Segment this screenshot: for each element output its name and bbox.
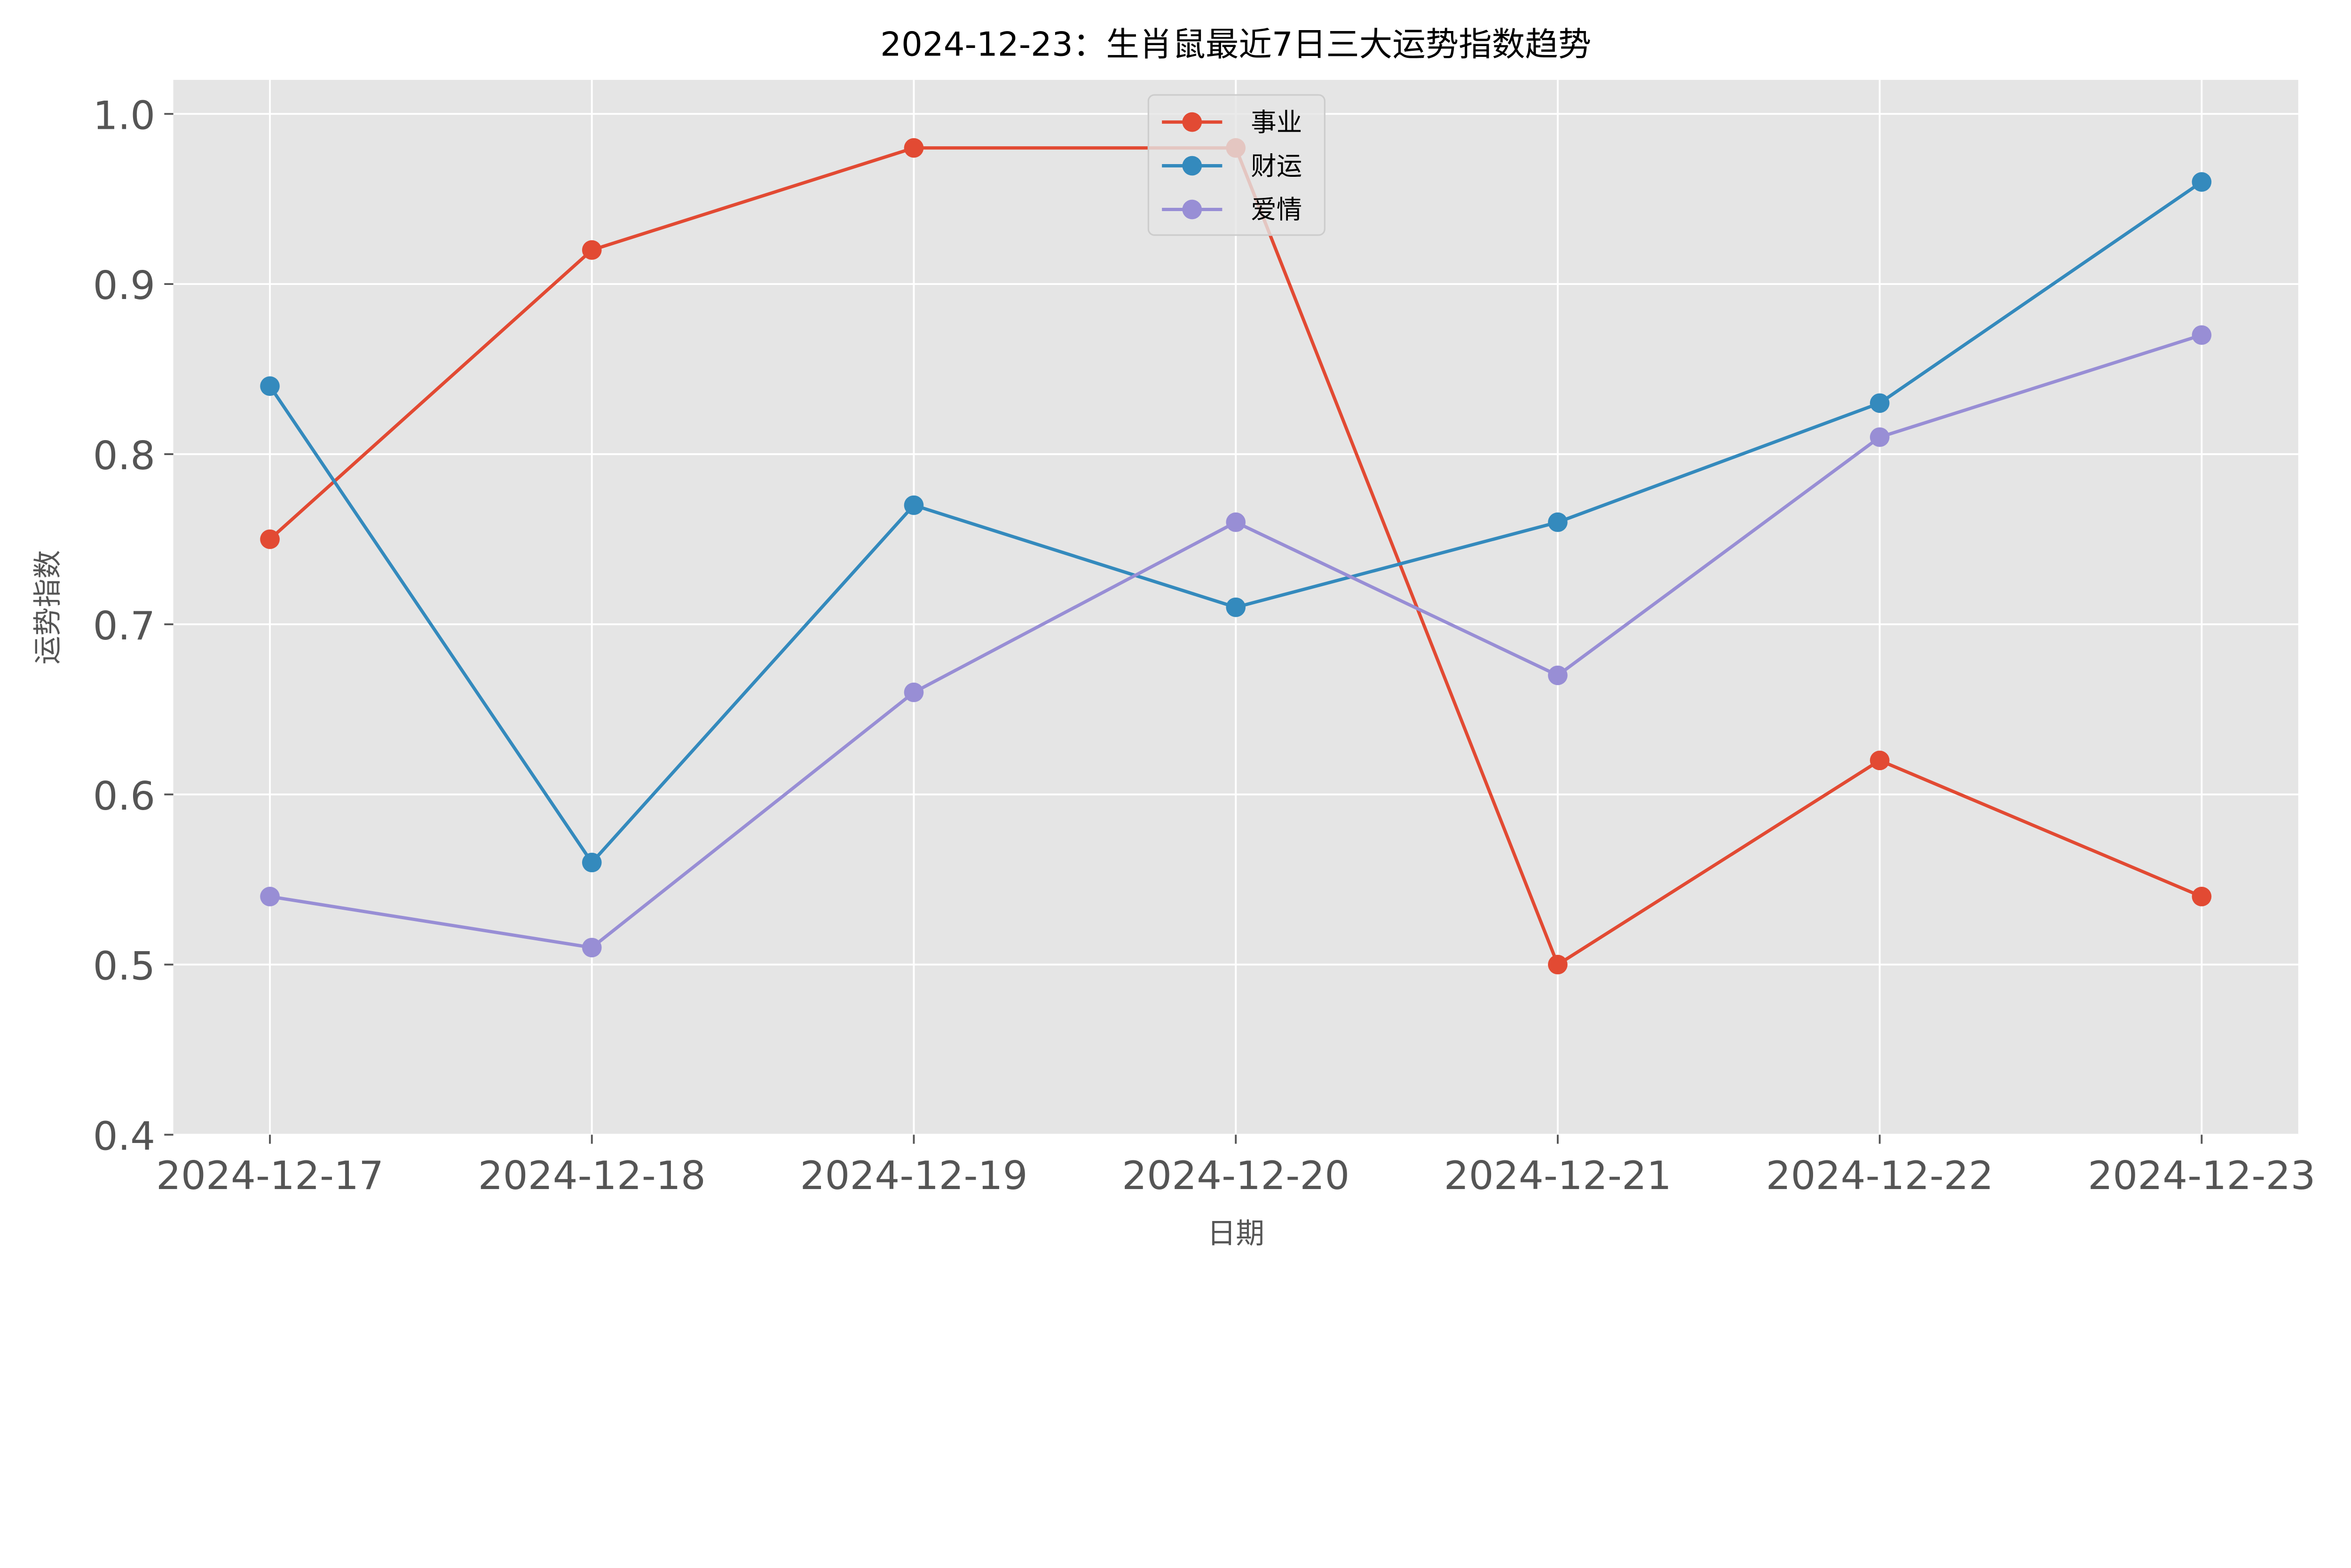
x-tick-label: 2024-12-17 (156, 1153, 384, 1198)
series-group (260, 138, 2212, 975)
data-point (582, 852, 602, 873)
data-point (260, 887, 280, 906)
data-point (1870, 393, 1890, 413)
data-point (2192, 887, 2212, 906)
data-point (1870, 750, 1890, 771)
x-tick-label: 2024-12-22 (1766, 1153, 1994, 1198)
data-point (1870, 427, 1890, 447)
data-point (582, 938, 602, 958)
data-point (260, 529, 280, 549)
data-point (2192, 172, 2212, 192)
x-tick-label: 2024-12-18 (478, 1153, 706, 1198)
line-chart: 2024-12-17 2024-12-18 2024-12-19 2024-12-20… (31, 25, 2316, 1251)
chart-title: 2024-12-23：生肖鼠最近7日三大运势指数趋势 (880, 25, 1591, 64)
data-point (260, 376, 280, 396)
y-tick-label: 0.8 (93, 433, 156, 479)
axes: 2024-12-17 2024-12-18 2024-12-19 2024-12-20… (93, 93, 2316, 1198)
y-tick-label: 0.4 (93, 1114, 156, 1159)
data-point (1548, 954, 1568, 975)
data-point (1226, 597, 1246, 617)
y-tick-label: 0.5 (93, 944, 156, 989)
legend-label: 事业 (1251, 107, 1302, 137)
data-point (904, 682, 924, 702)
legend-marker (1182, 112, 1202, 132)
legend-marker (1182, 156, 1202, 176)
series-爱情 (260, 325, 2212, 958)
data-point (1226, 512, 1246, 532)
x-tick-label: 2024-12-21 (1444, 1153, 1672, 1198)
legend-label: 财运 (1251, 151, 1302, 181)
data-point (904, 138, 924, 158)
data-point (904, 495, 924, 515)
x-axis-label: 日期 (1207, 1217, 1264, 1250)
series-财运 (260, 172, 2212, 873)
legend-label: 爱情 (1251, 195, 1302, 225)
x-tick-label: 2024-12-19 (800, 1153, 1027, 1198)
legend-marker (1182, 199, 1202, 220)
data-point (1548, 512, 1568, 532)
x-tick-label: 2024-12-20 (1122, 1153, 1349, 1198)
y-axis-label: 运势指数 (31, 550, 64, 665)
data-point (1548, 665, 1568, 686)
data-point (2192, 325, 2212, 345)
data-point (582, 240, 602, 260)
x-tick-label: 2024-12-23 (2088, 1153, 2315, 1198)
y-tick-label: 0.9 (93, 263, 156, 308)
y-tick-label: 0.6 (93, 773, 156, 819)
y-tick-label: 0.7 (93, 603, 156, 649)
y-tick-label: 1.0 (93, 93, 156, 138)
